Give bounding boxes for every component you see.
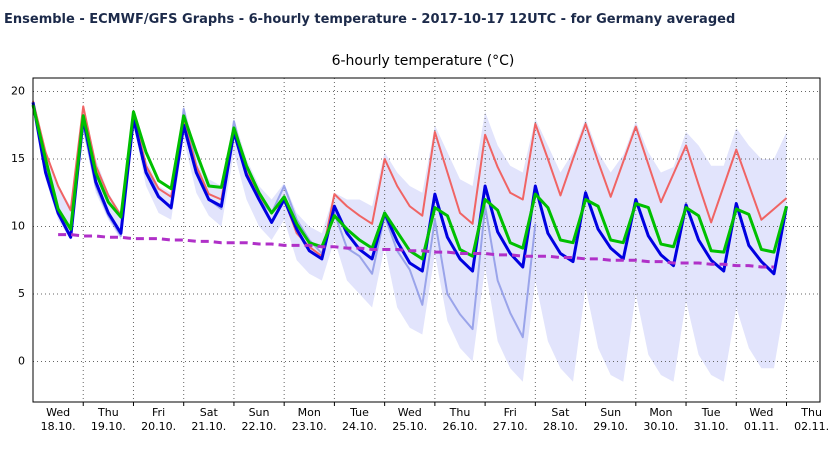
x-tick-label: Tue bbox=[701, 406, 721, 419]
y-tick-label: 20 bbox=[11, 85, 25, 98]
x-tick-date: 01.11. bbox=[744, 420, 779, 433]
x-tick-label: Mon bbox=[298, 406, 321, 419]
y-tick-label: 5 bbox=[18, 287, 25, 300]
x-tick-label: Wed bbox=[46, 406, 70, 419]
x-tick-date: 27.10. bbox=[493, 420, 528, 433]
x-tick-label: Wed bbox=[398, 406, 422, 419]
x-tick-date: 24.10. bbox=[342, 420, 377, 433]
x-tick-label: Mon bbox=[649, 406, 672, 419]
x-tick-label: Wed bbox=[749, 406, 773, 419]
x-tick-date: 30.10. bbox=[643, 420, 678, 433]
x-tick-label: Sat bbox=[200, 406, 219, 419]
spread-band bbox=[33, 98, 787, 382]
chart-title: 6-hourly temperature (°C) bbox=[332, 53, 515, 69]
x-tick-date: 28.10. bbox=[543, 420, 578, 433]
x-tick-label: Sat bbox=[551, 406, 570, 419]
x-tick-date: 20.10. bbox=[141, 420, 176, 433]
x-tick-label: Thu bbox=[97, 406, 119, 419]
y-tick-label: 10 bbox=[11, 220, 25, 233]
x-tick-date: 26.10. bbox=[442, 420, 477, 433]
x-tick-label: Fri bbox=[152, 406, 165, 419]
x-tick-date: 02.11. bbox=[794, 420, 829, 433]
series-line bbox=[31, 102, 788, 276]
x-tick-date: 21.10. bbox=[191, 420, 226, 433]
x-tick-label: Sun bbox=[249, 406, 270, 419]
series-line bbox=[58, 233, 774, 269]
plot-frame bbox=[32, 77, 821, 403]
x-tick-date: 23.10. bbox=[292, 420, 327, 433]
x-tick-date: 18.10. bbox=[41, 420, 76, 433]
x-tick-date: 22.10. bbox=[242, 420, 277, 433]
x-tick-date: 25.10. bbox=[392, 420, 427, 433]
series-line bbox=[32, 100, 788, 258]
header: Ensemble - ECMWF/GFS Graphs - 6-hourly t… bbox=[4, 12, 736, 27]
y-tick-label: 15 bbox=[11, 152, 25, 165]
y-tick-label: 0 bbox=[18, 355, 25, 368]
x-tick-label: Thu bbox=[449, 406, 471, 419]
x-tick-date: 19.10. bbox=[91, 420, 126, 433]
x-tick-date: 31.10. bbox=[694, 420, 729, 433]
x-tick-label: Thu bbox=[800, 406, 822, 419]
x-tick-label: Sun bbox=[600, 406, 621, 419]
x-tick-label: Tue bbox=[349, 406, 369, 419]
x-tick-label: Fri bbox=[504, 406, 517, 419]
x-tick-date: 29.10. bbox=[593, 420, 628, 433]
